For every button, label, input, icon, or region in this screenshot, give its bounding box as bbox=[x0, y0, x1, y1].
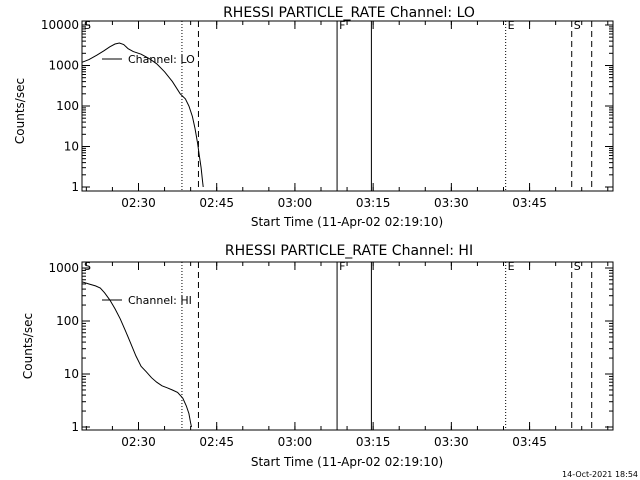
event-marker-label: S bbox=[574, 19, 581, 32]
x-tick-label: 02:45 bbox=[199, 435, 234, 449]
y-tick-label: 10000 bbox=[41, 18, 79, 32]
y-axis-label: Counts/sec bbox=[13, 78, 27, 144]
series-line bbox=[81, 281, 192, 428]
x-tick-label: 03:15 bbox=[356, 435, 391, 449]
event-marker-label: S bbox=[84, 260, 91, 273]
x-tick-label: 03:15 bbox=[356, 196, 391, 210]
footer-timestamp: 14-Oct-2021 18:54 bbox=[562, 470, 638, 479]
y-tick-label: 1 bbox=[71, 180, 79, 194]
x-tick-label: 03:30 bbox=[434, 196, 469, 210]
x-tick-label: 03:00 bbox=[278, 196, 313, 210]
y-tick-label: 100 bbox=[56, 99, 79, 113]
plot-frame bbox=[81, 20, 614, 192]
event-marker-label: S bbox=[84, 19, 91, 32]
y-tick-label: 1 bbox=[71, 420, 79, 434]
lo-channel-panel: RHESSI PARTICLE_RATE Channel: LO Start T… bbox=[13, 5, 614, 229]
legend-label: Channel: LO bbox=[128, 53, 195, 66]
x-tick-label: 03:00 bbox=[278, 435, 313, 449]
x-axis-label: Start Time (11-Apr-02 02:19:10) bbox=[251, 215, 443, 229]
chart-title: RHESSI PARTICLE_RATE Channel: HI bbox=[225, 243, 473, 259]
x-tick-label: 02:30 bbox=[121, 435, 156, 449]
x-tick-label: 02:45 bbox=[199, 196, 234, 210]
x-axis-label: Start Time (11-Apr-02 02:19:10) bbox=[251, 455, 443, 469]
x-tick-label: 03:45 bbox=[512, 435, 547, 449]
y-tick-label: 100 bbox=[56, 314, 79, 328]
x-tick-label: 03:30 bbox=[434, 435, 469, 449]
event-marker-label: F bbox=[339, 260, 345, 273]
event-marker-label: E bbox=[508, 19, 515, 32]
y-axis-label: Counts/sec bbox=[21, 313, 35, 379]
series-line bbox=[81, 42, 204, 188]
y-tick-label: 1000 bbox=[48, 261, 79, 275]
event-marker-label: E bbox=[508, 260, 515, 273]
hi-channel-panel: RHESSI PARTICLE_RATE Channel: HI Start T… bbox=[21, 243, 614, 469]
y-tick-label: 10 bbox=[64, 140, 79, 154]
y-tick-label: 10 bbox=[64, 367, 79, 381]
plot-frame bbox=[81, 261, 614, 431]
chart-title: RHESSI PARTICLE_RATE Channel: LO bbox=[223, 5, 475, 21]
event-marker-label: S bbox=[574, 260, 581, 273]
x-tick-label: 03:45 bbox=[512, 196, 547, 210]
legend-label: Channel: HI bbox=[128, 294, 192, 307]
x-tick-label: 02:30 bbox=[121, 196, 156, 210]
event-marker-label: F bbox=[339, 19, 345, 32]
y-tick-label: 1000 bbox=[48, 59, 79, 73]
